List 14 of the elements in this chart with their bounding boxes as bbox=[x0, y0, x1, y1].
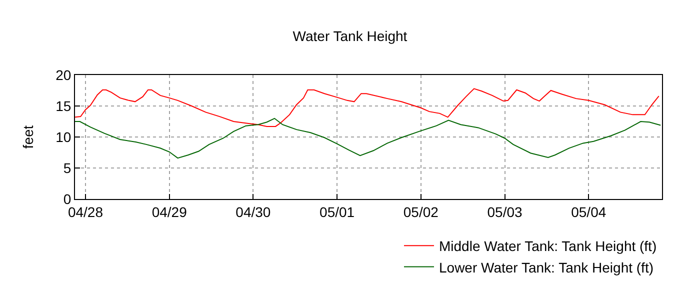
x-tick-label: 05/04 bbox=[571, 204, 606, 220]
y-tick-label: 10 bbox=[56, 128, 72, 145]
y-axis-title: feet bbox=[20, 125, 36, 149]
chart-title: Water Tank Height bbox=[292, 28, 408, 44]
legend-label: Lower Water Tank: Tank Height (ft) bbox=[439, 259, 654, 276]
y-tick-label: 15 bbox=[56, 98, 72, 114]
x-tick-label: 05/01 bbox=[320, 204, 355, 220]
x-tick-label: 04/29 bbox=[152, 204, 188, 220]
x-tick-label: 05/03 bbox=[487, 204, 522, 220]
legend-label: Middle Water Tank: Tank Height (ft) bbox=[439, 238, 657, 254]
y-tick-label: 20 bbox=[56, 66, 72, 83]
x-tick-label: 05/02 bbox=[403, 204, 439, 220]
x-tick-label: 04/30 bbox=[236, 204, 271, 220]
y-tick-label: 5 bbox=[63, 160, 72, 176]
